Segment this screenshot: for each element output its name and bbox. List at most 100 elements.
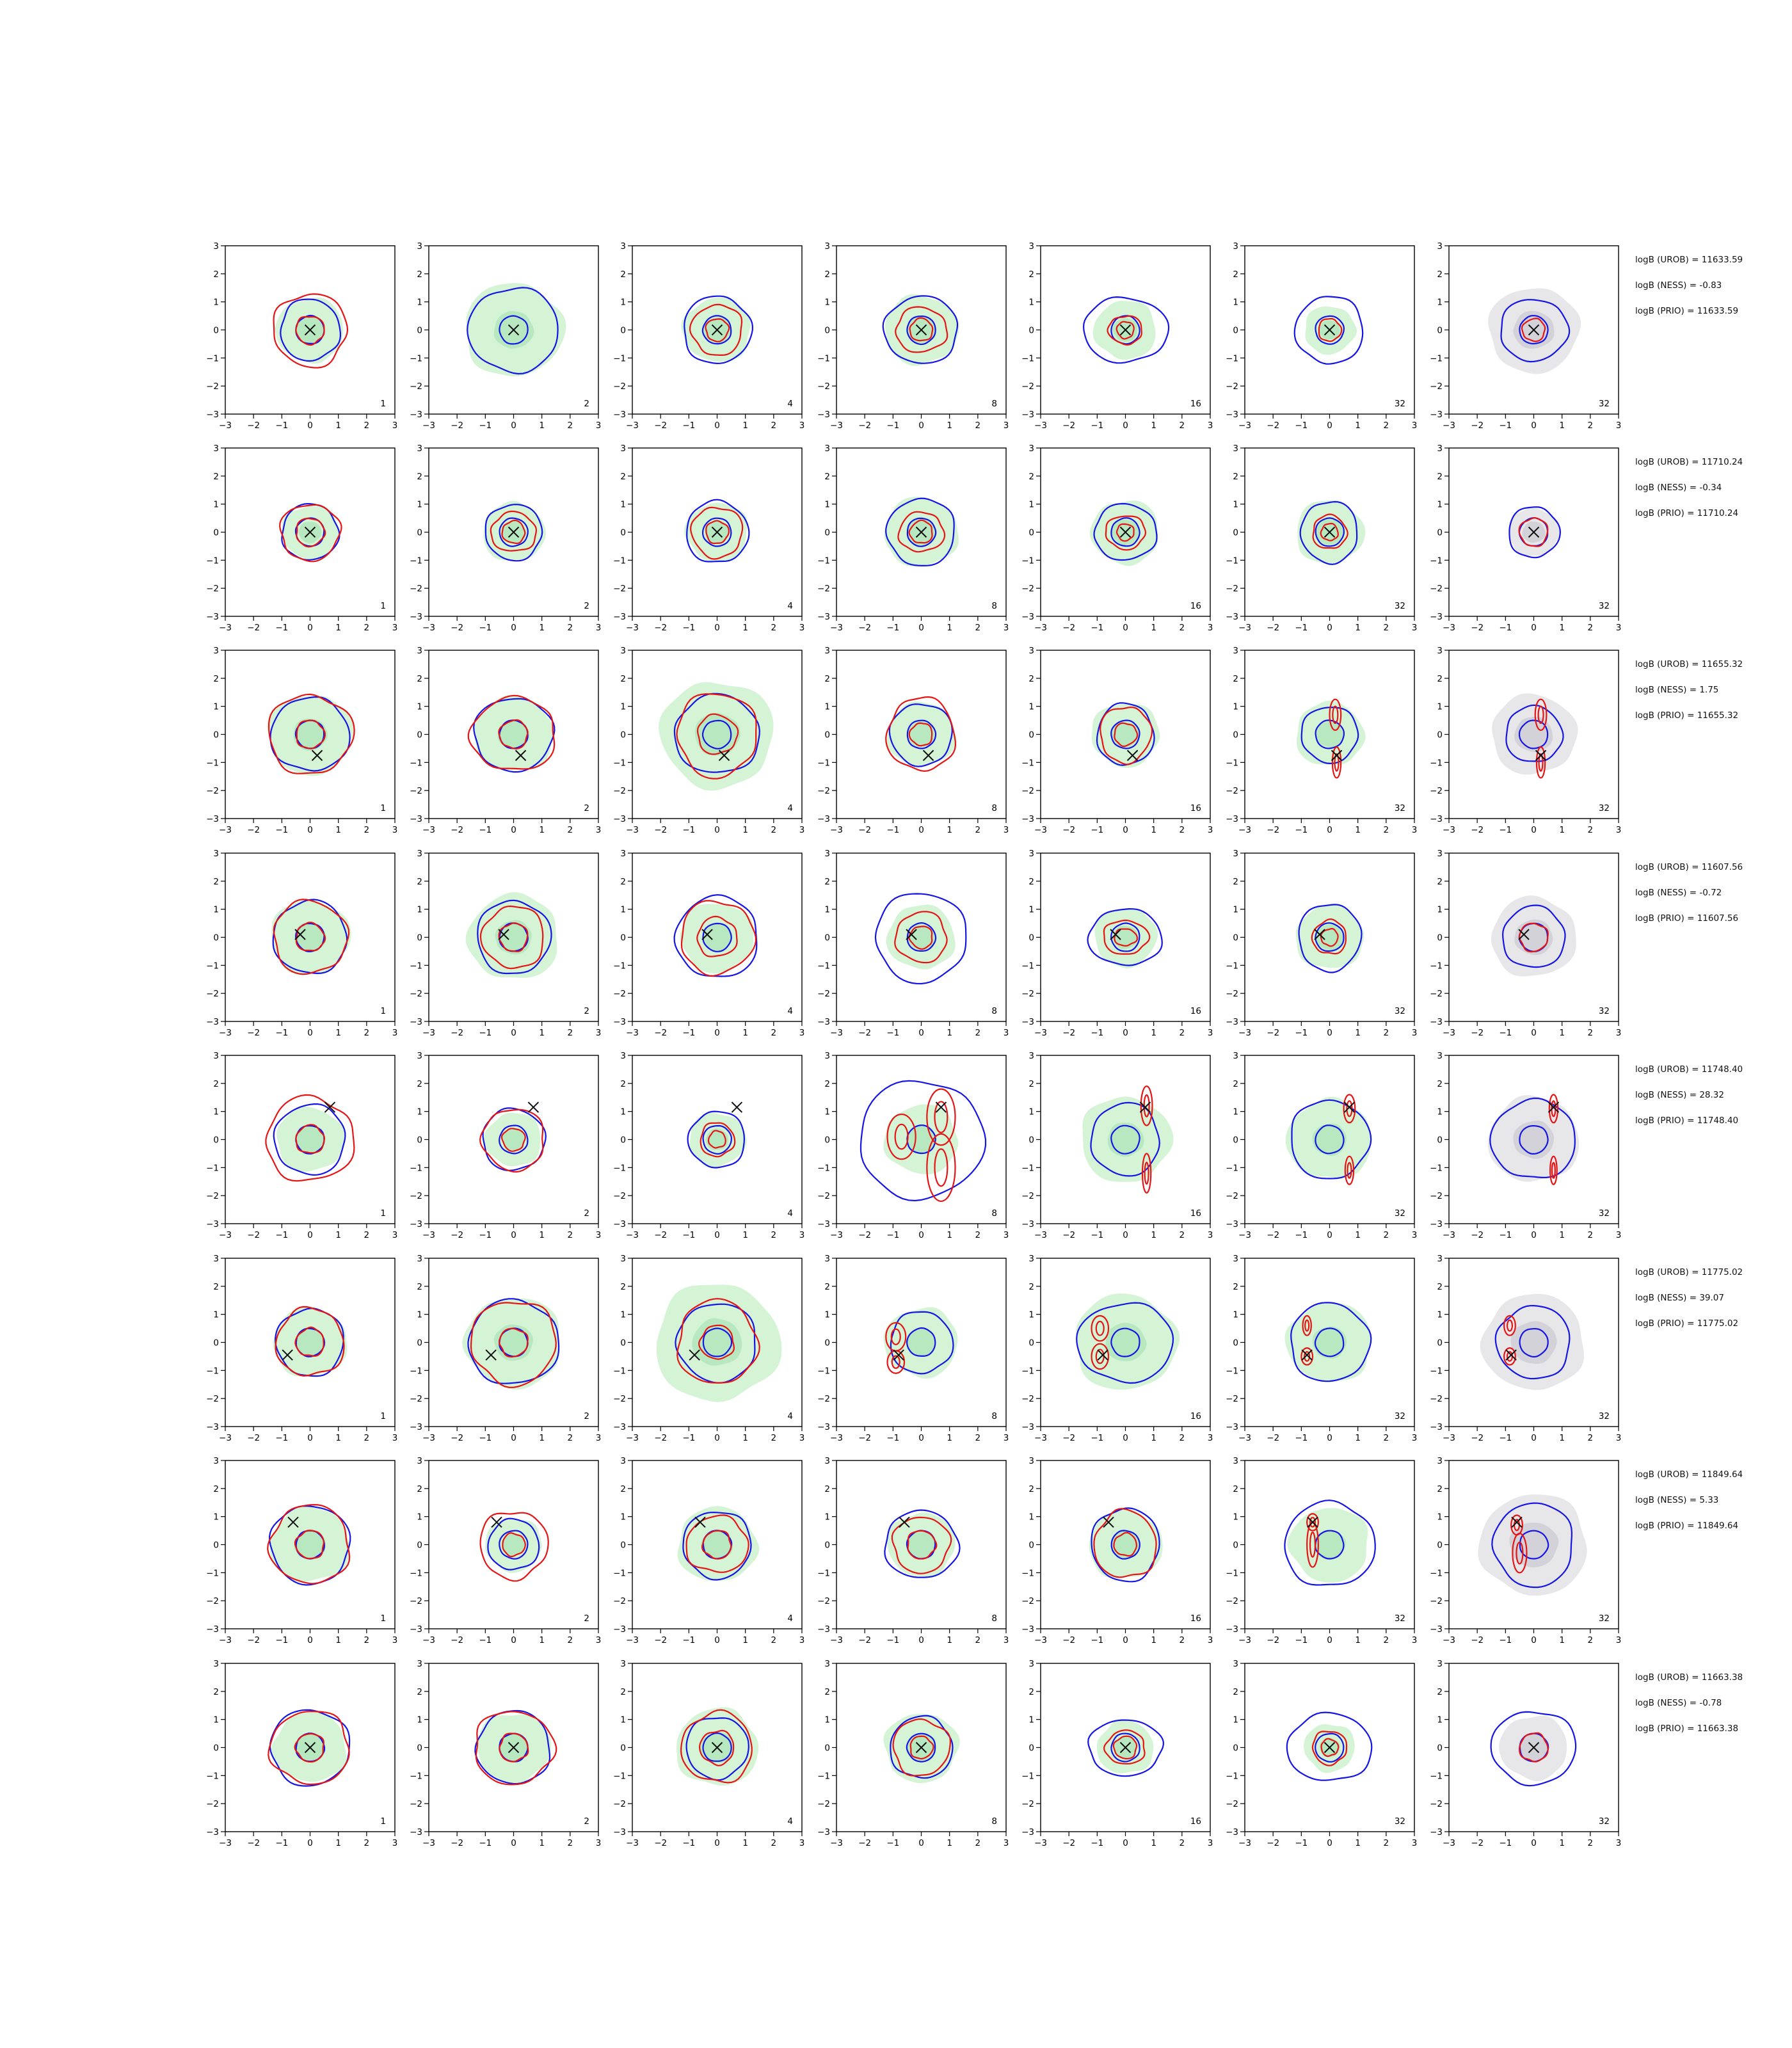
y-tick-label: −3 [410,1827,422,1837]
panel-count-label: 32 [1599,1613,1610,1624]
density-fill-inner [907,924,934,950]
y-tick-label: −2 [613,786,626,796]
y-tick-label: −2 [1021,1596,1034,1606]
subplot-r1-c4: −3−3 −2 −2 −1 −1 0 0 1 1 2 2 3 3 8 [817,241,1009,431]
x-tick-label: 0 [1327,623,1332,633]
y-tick-label: 2 [824,1484,830,1494]
plot-area [874,893,967,985]
blue-contour-inner [701,719,732,749]
y-tick-label: −1 [410,1771,422,1781]
true-location-marker [711,324,723,336]
y-tick-label: 0 [620,1135,626,1146]
y-tick-label: 2 [417,1687,422,1697]
y-tick-label: −2 [1021,786,1034,796]
y-tick-label: −3 [1430,1624,1443,1635]
subplot-r5-c1: −3−3 −2 −2 −1 −1 0 0 1 1 2 2 3 3 1 [206,1051,397,1240]
blue-contour-outer [1299,500,1358,565]
y-tick-label: −2 [817,989,830,999]
y-tick-label: 0 [1233,1540,1238,1551]
y-tick-label: 2 [213,269,219,280]
subplot-r4-c2: −3−3 −2 −2 −1 −1 0 0 1 1 2 2 3 3 2 [410,849,601,1038]
x-tick-label: −1 [886,1028,899,1038]
true-location-marker [1110,929,1121,940]
panel-count-label: 8 [991,601,997,611]
blue-contour-inner [1110,922,1140,952]
red-contour [689,303,743,356]
y-tick-label: 3 [1233,1051,1238,1061]
plot-area [1490,1711,1577,1787]
x-tick-label: 0 [1123,623,1128,633]
y-tick-label: −3 [613,1219,626,1229]
x-tick-label: −1 [275,420,288,431]
x-tick-label: −2 [1267,1230,1279,1240]
blue-contour-outer [484,504,543,562]
logb-annotation: logB (NESS) = -0.72 [1635,888,1722,898]
y-tick-label: −3 [1430,1219,1443,1229]
y-tick-label: 1 [824,1310,830,1320]
y-tick-label: 2 [417,1282,422,1292]
y-tick-label: −1 [1430,556,1443,566]
x-tick-label: 2 [364,825,370,835]
plot-area [479,1101,547,1173]
y-tick-label: −3 [410,1624,422,1635]
blue-contour-outer [673,894,758,977]
y-tick-label: 3 [213,1659,219,1669]
y-tick-label: 1 [1233,1715,1238,1725]
red-contour [296,719,326,749]
blue-contour-outer [884,1509,961,1578]
x-tick-label: −2 [858,1838,871,1848]
blue-contour-outer [1091,1507,1160,1583]
x-tick-label: 0 [511,623,516,633]
plot-area [860,1080,987,1203]
y-tick-label: 3 [620,849,626,859]
red-contour [498,922,529,952]
x-tick-label: 1 [947,825,952,835]
y-tick-label: −1 [1430,961,1443,971]
y-tick-label: 0 [417,1135,422,1146]
y-tick-label: 1 [417,298,422,308]
x-tick-label: 1 [1151,1028,1156,1038]
x-tick-label: −1 [275,1635,288,1645]
x-tick-label: −2 [654,1635,667,1645]
x-tick-label: −3 [219,1028,232,1038]
x-tick-label: −2 [451,1028,463,1038]
x-tick-label: −2 [858,1230,871,1240]
x-tick-label: −2 [1062,1028,1075,1038]
x-tick-label: −3 [830,420,843,431]
red-contour [1311,1731,1348,1766]
plot-area [467,694,556,773]
plot-area [1480,1293,1584,1390]
y-tick-label: 2 [824,1687,830,1697]
plot-area [684,499,750,563]
x-tick-label: 2 [568,1838,573,1848]
plot-area [1082,1085,1174,1194]
y-tick-label: −3 [206,612,219,622]
x-tick-label: −2 [1471,623,1484,633]
y-tick-label: −3 [613,1827,626,1837]
x-tick-label: −1 [1499,1433,1512,1443]
x-tick-label: 2 [1180,623,1185,633]
x-tick-label: 0 [714,1838,720,1848]
x-tick-label: 0 [714,825,720,835]
x-tick-label: −3 [626,1838,639,1848]
red-contour [1521,317,1546,342]
y-tick-label: 3 [417,444,422,454]
x-tick-label: 0 [918,623,924,633]
x-tick-label: −3 [830,1230,843,1240]
x-tick-label: 0 [1327,1635,1332,1645]
panel-count-label: 1 [380,399,386,409]
y-tick-label: −1 [1430,353,1443,364]
x-tick-label: −1 [1091,623,1103,633]
x-tick-label: −3 [626,825,639,835]
x-tick-label: −3 [830,825,843,835]
x-tick-label: −2 [1062,420,1075,431]
x-tick-label: 0 [1123,1028,1128,1038]
y-tick-label: 1 [1028,1310,1034,1320]
x-tick-label: 2 [568,1028,573,1038]
true-location-marker [1528,526,1540,538]
x-tick-label: 3 [799,1028,805,1038]
y-tick-label: −3 [1430,814,1443,824]
blue-contour-outer [268,1505,351,1586]
plot-area [466,283,566,376]
x-tick-label: 3 [1616,1838,1622,1848]
